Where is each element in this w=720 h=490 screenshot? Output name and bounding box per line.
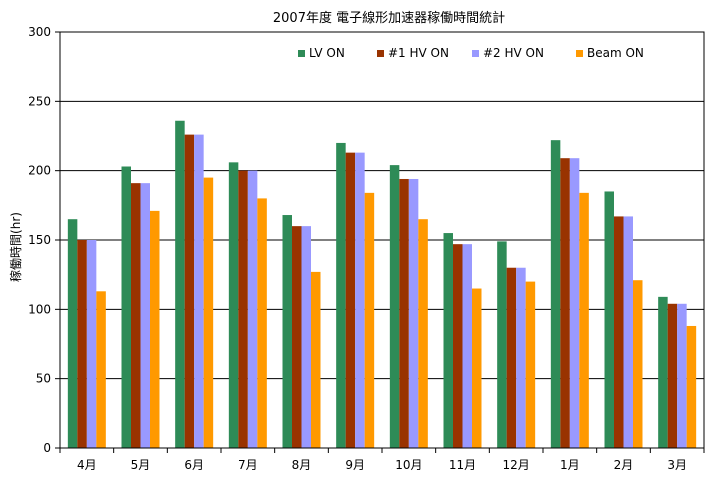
bar (131, 183, 141, 448)
bar (408, 178, 419, 448)
bar (336, 142, 346, 448)
y-tick-label: 0 (43, 441, 51, 455)
bar (472, 288, 482, 448)
bar (623, 216, 633, 448)
bar (150, 210, 160, 448)
legend-label: Beam ON (587, 46, 644, 60)
x-tick-label: 10月 (395, 458, 422, 472)
legend-label: LV ON (309, 46, 345, 60)
bar (399, 178, 409, 448)
bar (443, 233, 453, 448)
bar (550, 140, 561, 448)
y-axis-label: 稼働時間(hr) (8, 212, 23, 282)
x-tick-label: 8月 (292, 458, 312, 472)
bar (247, 170, 258, 448)
x-tick-label: 3月 (667, 458, 687, 472)
y-tick-label: 200 (28, 164, 51, 178)
bar (77, 240, 87, 448)
bar (516, 267, 526, 448)
y-tick-label: 50 (36, 372, 51, 386)
bar (194, 134, 204, 448)
bar (686, 325, 697, 448)
bar (257, 198, 267, 448)
legend-label: #1 HV ON (388, 46, 449, 60)
bar (175, 120, 185, 448)
bar (311, 271, 321, 448)
bar (579, 192, 589, 448)
x-tick-label: 1月 (560, 458, 580, 472)
bar (525, 281, 536, 448)
bar (614, 216, 624, 448)
y-tick-label: 100 (28, 302, 51, 316)
bars (67, 120, 697, 449)
bar (203, 177, 214, 448)
bar (184, 134, 195, 448)
x-tick-label: 4月 (77, 458, 97, 472)
y-tick-label: 300 (28, 25, 51, 39)
bar (677, 303, 687, 448)
legend-swatch (377, 50, 384, 57)
y-tick-label: 250 (28, 94, 51, 108)
bar (658, 296, 668, 448)
legend: LV ON #1 HV ON #2 HV ON Beam ON (298, 46, 644, 60)
x-tick-label: 6月 (184, 458, 204, 472)
bar (228, 162, 239, 448)
bar (282, 215, 292, 448)
bar (560, 158, 570, 449)
bar (506, 267, 517, 448)
chart-title: 2007年度 電子線形加速器稼働時間統計 (273, 10, 505, 26)
x-tick-label: 5月 (131, 458, 151, 472)
bar (292, 226, 302, 448)
legend-swatch (298, 50, 305, 57)
x-tick-label: 7月 (238, 458, 258, 472)
bar (364, 192, 375, 448)
bar (462, 244, 472, 448)
bar (345, 152, 356, 448)
bar (67, 219, 78, 448)
x-tick-label: 9月 (345, 458, 365, 472)
bar (453, 244, 463, 448)
y-tick-label: 150 (28, 233, 51, 247)
bar (355, 152, 365, 448)
bar (238, 170, 248, 448)
x-tick-label: 11月 (449, 458, 476, 472)
x-tick-label: 12月 (503, 458, 530, 472)
bar (96, 291, 106, 448)
bar (86, 240, 97, 448)
x-tick-label: 2月 (614, 458, 634, 472)
bar (604, 191, 614, 448)
bar (569, 158, 580, 449)
bar (121, 166, 131, 449)
bar (633, 280, 643, 448)
legend-label: #2 HV ON (483, 46, 544, 60)
bar (418, 219, 428, 448)
bar (497, 241, 507, 448)
bar (389, 165, 400, 448)
bar (140, 183, 150, 448)
legend-swatch (472, 50, 479, 57)
bar (667, 303, 678, 448)
legend-swatch (576, 50, 583, 57)
axes: 0 50 100 150 200 250 300 4月 5月 6月 7月 8月 9月 10月 11月 12月 1… (28, 25, 705, 472)
bar (301, 226, 311, 448)
